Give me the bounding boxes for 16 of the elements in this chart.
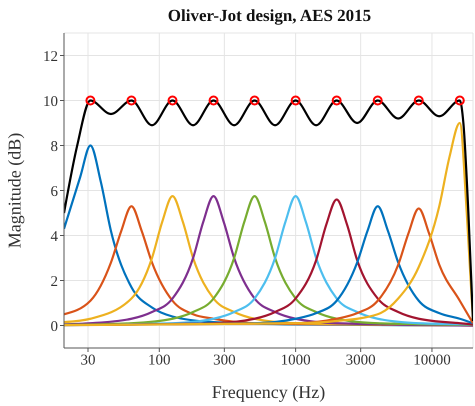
y-tick-label: 4 <box>50 228 58 245</box>
x-axis-title: Frequency (Hz) <box>212 382 326 402</box>
x-tick-label: 100 <box>148 352 171 369</box>
x-tick-label: 10000 <box>413 352 451 369</box>
y-tick-label: 6 <box>50 184 58 200</box>
chart-title: Oliver-Jot design, AES 2015 <box>166 6 372 26</box>
x-tick-label: 1000 <box>280 352 311 369</box>
x-tick-label: 300 <box>213 352 236 369</box>
y-tick-label: 10 <box>43 94 58 110</box>
y-tick-label: 8 <box>50 138 58 155</box>
x-tick-label: 3000 <box>346 352 376 369</box>
x-tick-label: 30 <box>80 352 96 369</box>
y-tick-label: 12 <box>43 48 58 65</box>
y-tick-label: 2 <box>50 274 58 290</box>
y-axis-title: Magnitude (dB) <box>4 132 24 248</box>
y-tick-label: 0 <box>50 318 58 335</box>
